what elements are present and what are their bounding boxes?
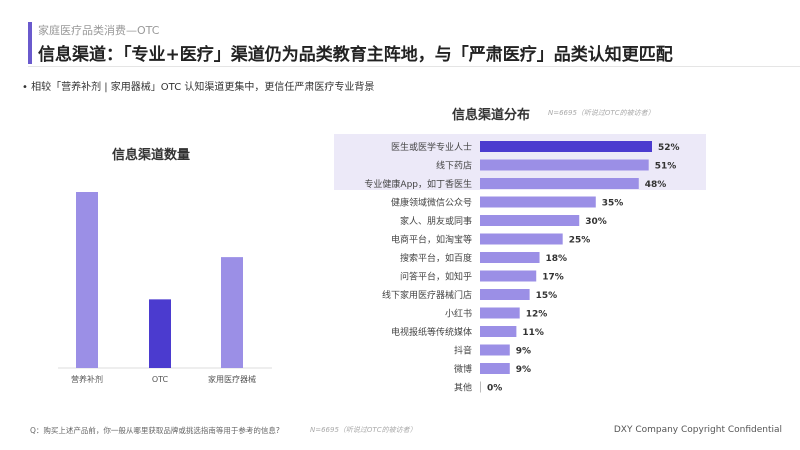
right-tick-label: 电商平台，如淘宝等 <box>391 234 472 246</box>
right-bar <box>480 307 520 319</box>
right-tick-label: 微博 <box>454 363 472 375</box>
right-bar <box>480 344 510 356</box>
right-data-label: 17% <box>542 273 564 283</box>
left-tick-label: 营养补剂 <box>71 374 103 384</box>
right-data-label: 15% <box>536 291 558 301</box>
right-data-label: 0% <box>487 384 502 394</box>
right-bar <box>480 141 652 152</box>
left-bar <box>221 257 243 368</box>
left-tick-label: 家用医疗器械 <box>208 374 256 384</box>
right-data-label: 18% <box>546 254 568 264</box>
right-tick-label: 搜索平台，如百度 <box>400 252 472 264</box>
right-tick-label: 线下药店 <box>436 160 472 172</box>
right-tick-label: 专业健康App，如丁香医生 <box>364 178 472 190</box>
right-bar <box>480 233 563 245</box>
right-tick-label: 小红书 <box>445 308 472 320</box>
left-bar <box>149 299 171 368</box>
right-tick-label: 医生或医学专业人士 <box>391 141 472 153</box>
right-bar <box>480 215 580 226</box>
left-bar <box>76 192 98 368</box>
right-data-label: 9% <box>516 347 531 357</box>
right-data-label: 52% <box>658 143 680 153</box>
right-data-label: 30% <box>585 217 607 227</box>
divider <box>28 66 800 67</box>
left-chart-title: 信息渠道数量 <box>112 148 191 163</box>
right-bar <box>480 270 537 282</box>
right-tick-label: 健康领域微信公众号 <box>391 197 472 209</box>
right-bar <box>480 363 510 374</box>
right-bar <box>480 252 540 263</box>
right-bar <box>480 196 596 208</box>
right-chart-note: N=6695（听说过OTC的被访者） <box>548 109 655 117</box>
right-data-label: 25% <box>569 236 591 246</box>
left-tick-label: OTC <box>152 375 169 384</box>
accent-bar <box>28 22 32 64</box>
right-tick-label: 电视报纸等传统媒体 <box>391 326 472 338</box>
right-data-label: 12% <box>526 310 548 320</box>
right-data-label: 48% <box>645 180 667 190</box>
right-data-label: 51% <box>655 162 677 172</box>
bullet-text: • 相较「营养补剂 | 家用器械」OTC 认知渠道更集中，更信任严肃医疗专业背景 <box>22 82 375 93</box>
footer-question: Q：购买上述产品前，你一般从哪里获取品牌或挑选指南等用于参考的信息? <box>30 426 280 435</box>
right-data-label: 11% <box>522 328 544 338</box>
right-tick-label: 家人、朋友或同事 <box>400 215 472 227</box>
right-data-label: 35% <box>602 199 624 209</box>
footer-note: N=6695（听说过OTC的被访者） <box>310 426 417 434</box>
copyright: DXY Company Copyright Confidential <box>613 425 782 435</box>
right-bar <box>480 381 481 393</box>
right-tick-label: 抖音 <box>454 345 472 357</box>
right-tick-label: 问答平台，如知乎 <box>400 271 472 283</box>
right-bar <box>480 159 649 171</box>
right-chart-title: 信息渠道分布 <box>452 108 531 123</box>
right-bar <box>480 178 639 189</box>
right-bar <box>480 326 517 337</box>
right-tick-label: 其他 <box>454 382 472 394</box>
right-data-label: 9% <box>516 365 531 375</box>
page-title: 信息渠道：「专业+医疗」渠道仍为品类教育主阵地，与「严肃医疗」品类认知更匹配 <box>38 45 673 65</box>
section-subtitle: 家庭医疗品类消费—OTC <box>38 24 160 37</box>
right-tick-label: 线下家用医疗器械门店 <box>382 289 472 301</box>
right-bar <box>480 289 530 300</box>
